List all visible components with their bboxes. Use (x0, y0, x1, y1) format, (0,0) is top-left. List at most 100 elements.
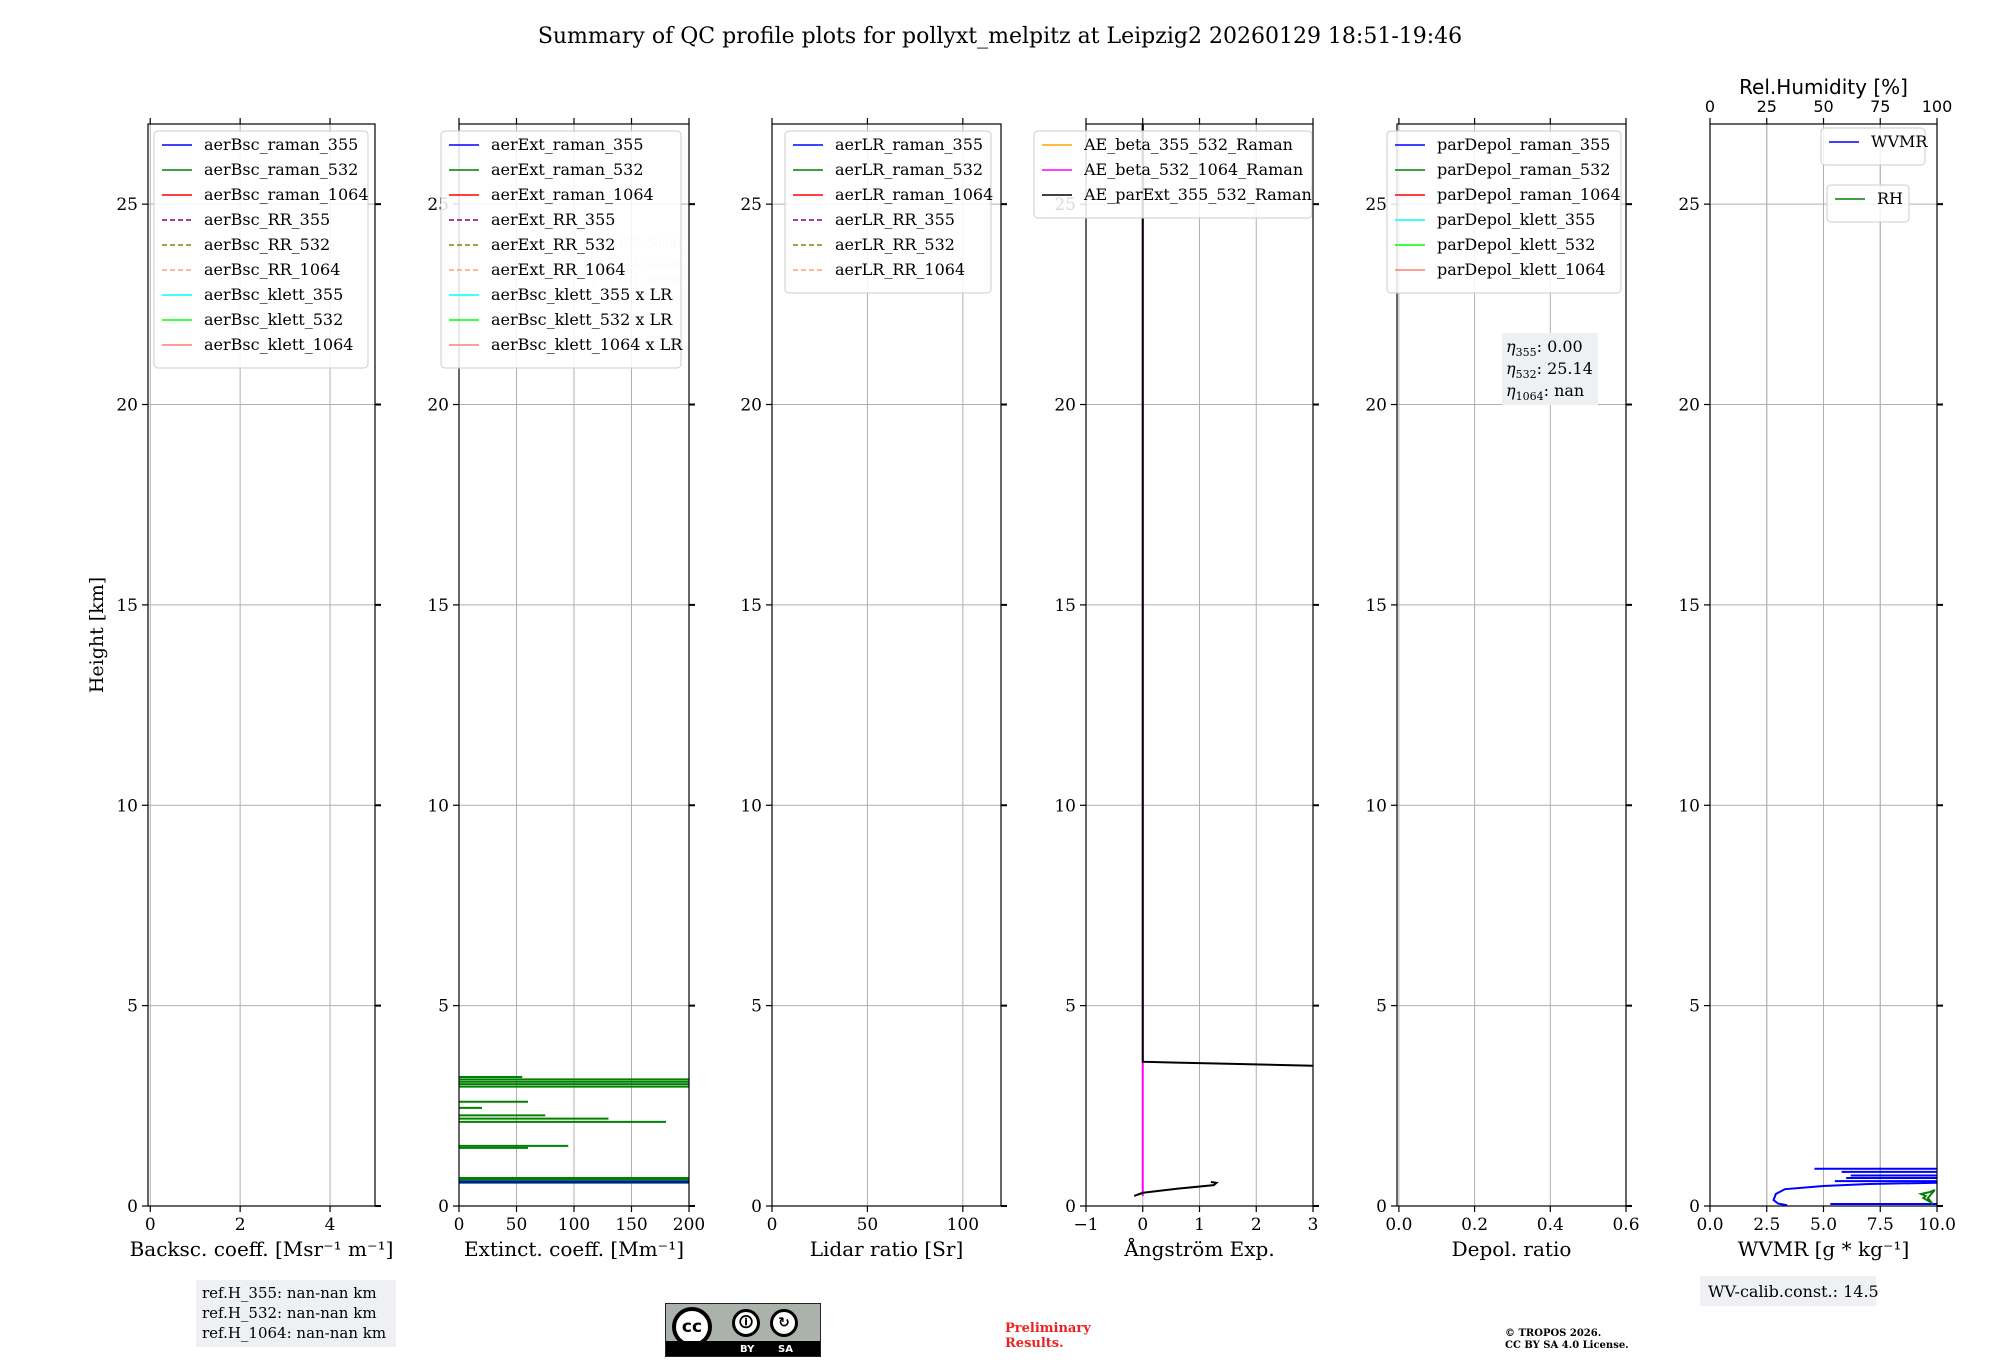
legend-entry: aerExt_RR_355 (491, 210, 615, 229)
legend-entry: aerBsc_raman_1064 (204, 185, 369, 204)
x-tick-label: 1 (1194, 1215, 1205, 1235)
series-line-AE_parExt_355_532_Raman (1141, 124, 1313, 1067)
y-tick-label: 5 (1065, 997, 1076, 1017)
y-tick-label: 20 (116, 396, 138, 416)
data-layer (459, 1075, 689, 1184)
y-axis-label: Height [km] (86, 577, 108, 693)
legend-entry: aerLR_raman_355 (835, 135, 983, 154)
wv-calib: WV-calib.const.: 14.5 (1708, 1282, 1879, 1301)
refh-box: ref.H_355: nan-nan km ref.H_532: nan-nan… (196, 1280, 396, 1347)
y-tick-label: 10 (1678, 796, 1700, 816)
top-tick-label: 0 (1705, 97, 1715, 116)
top-tick-label: 25 (1757, 97, 1777, 116)
legend-entry: aerBsc_klett_532 (204, 310, 343, 329)
x-tick-label: 200 (673, 1215, 705, 1235)
y-tick-label: 0 (127, 1197, 138, 1217)
legend-entry: aerExt_raman_532 (491, 160, 644, 179)
eta-entry: η355: 0.00 (1506, 337, 1583, 359)
legend-entry: aerBsc_RR_1064 (204, 260, 340, 279)
legend-entry: aerExt_RR_1064 (491, 260, 626, 279)
y-tick-label: 0 (1376, 1197, 1387, 1217)
x-tick-label: 100 (558, 1215, 590, 1235)
legend-entry: aerBsc_RR_355 (204, 210, 330, 229)
y-tick-label: 5 (438, 997, 449, 1017)
eta-subscript: 532 (1516, 368, 1537, 381)
legend-box (1033, 130, 1313, 219)
refh-355: ref.H_355: nan-nan km (202, 1284, 377, 1302)
y-tick-label: 10 (1054, 796, 1076, 816)
x-tick-label: 0 (767, 1215, 778, 1235)
legend-entry: parDepol_klett_532 (1437, 235, 1595, 254)
y-tick-label: 5 (127, 997, 138, 1017)
legend-entry: WVMR (1871, 132, 1928, 151)
eta-entry: η532: 25.14 (1506, 359, 1593, 381)
x-tick-label: 4 (325, 1215, 336, 1235)
legend-box (440, 130, 682, 369)
legend-entry: parDepol_raman_532 (1437, 160, 1610, 179)
x-tick-label: 150 (615, 1215, 647, 1235)
legend-box (784, 130, 992, 294)
legend-entry: AE_beta_355_532_Raman (1083, 135, 1293, 154)
eta-entry: η1064: nan (1506, 381, 1584, 403)
data-layer (1133, 124, 1313, 1197)
legend-entry: aerLR_raman_532 (835, 160, 983, 179)
x-tick-label: 5.0 (1810, 1215, 1837, 1235)
y-tick-label: 25 (740, 195, 762, 215)
legend-box (153, 130, 369, 369)
legend-entry: RH (1877, 189, 1903, 208)
legend-entry: aerLR_raman_1064 (835, 185, 993, 204)
x-tick-label: 0 (1137, 1215, 1148, 1235)
top-axis-label: Rel.Humidity [%] (1739, 75, 1908, 99)
y-tick-label: 10 (1365, 796, 1387, 816)
y-tick-label: 10 (116, 796, 138, 816)
x-tick-label: 0.6 (1612, 1215, 1639, 1235)
y-tick-label: 20 (1365, 396, 1387, 416)
series-line-RH (1917, 1189, 1936, 1205)
legend: WVMR (1820, 127, 1928, 166)
y-tick-label: 25 (116, 195, 138, 215)
x-tick-label: 2 (1251, 1215, 1262, 1235)
top-tick-label: 50 (1813, 97, 1833, 116)
axes-frame (147, 123, 376, 1207)
y-tick-label: 20 (1054, 396, 1076, 416)
x-tick-label: −1 (1073, 1215, 1098, 1235)
top-tick-label: 75 (1870, 97, 1890, 116)
legend-entry: aerBsc_klett_1064 x LR (491, 335, 683, 354)
x-tick-label: 7.5 (1867, 1215, 1894, 1235)
attribution-icon: 🛈 (732, 1309, 760, 1337)
x-tick-label: 0.0 (1385, 1215, 1412, 1235)
eta-symbol: η (1506, 359, 1516, 378)
legend-entry: aerBsc_raman_355 (204, 135, 358, 154)
series-line-WVMR (1772, 1181, 1937, 1206)
legend-entry: AE_parExt_355_532_Raman (1083, 185, 1312, 204)
legend-entry: parDepol_raman_1064 (1437, 185, 1621, 204)
x-axis-label: Extinct. coeff. [Mm⁻¹] (464, 1237, 684, 1261)
y-tick-label: 20 (1678, 396, 1700, 416)
y-tick-label: 5 (1376, 997, 1387, 1017)
eta-subscript: 1064 (1516, 390, 1544, 403)
copyright-line1: © TROPOS 2026. (1505, 1328, 1601, 1339)
eta-value: : 0.00 (1537, 337, 1583, 356)
x-tick-label: 0 (454, 1215, 465, 1235)
copyright-line2: CC BY SA 4.0 License. (1505, 1340, 1629, 1351)
series-line-AE_parExt_355_532_Raman (1133, 1180, 1219, 1197)
legend-box (1826, 184, 1910, 223)
legend-entry: aerExt_raman_355 (491, 135, 644, 154)
legend: AE_beta_355_532_Raman AE_beta_532_1064_Ra… (1033, 130, 1313, 219)
x-tick-label: 3 (1308, 1215, 1319, 1235)
panel-wv: 0 5 10 15 20 25 0.0 2.5 5.0 7.5 10.0 WVMR [g * kg⁻¹… (1678, 75, 1956, 1261)
legend-box (1386, 130, 1622, 294)
eta-box-bg (1502, 333, 1598, 405)
legend-entry: aerBsc_klett_355 x LR (491, 285, 673, 304)
refh-532: ref.H_532: nan-nan km (202, 1304, 377, 1322)
legend-entry: aerExt_RR_532 (491, 235, 615, 254)
x-axis-label: Depol. ratio (1452, 1237, 1572, 1261)
preliminary-line2: Results. (1005, 1336, 1064, 1351)
legend-entry: aerLR_RR_1064 (835, 260, 965, 279)
x-axis-label: Lidar ratio [Sr] (810, 1237, 964, 1261)
cc-sa-label: SA (778, 1344, 793, 1355)
